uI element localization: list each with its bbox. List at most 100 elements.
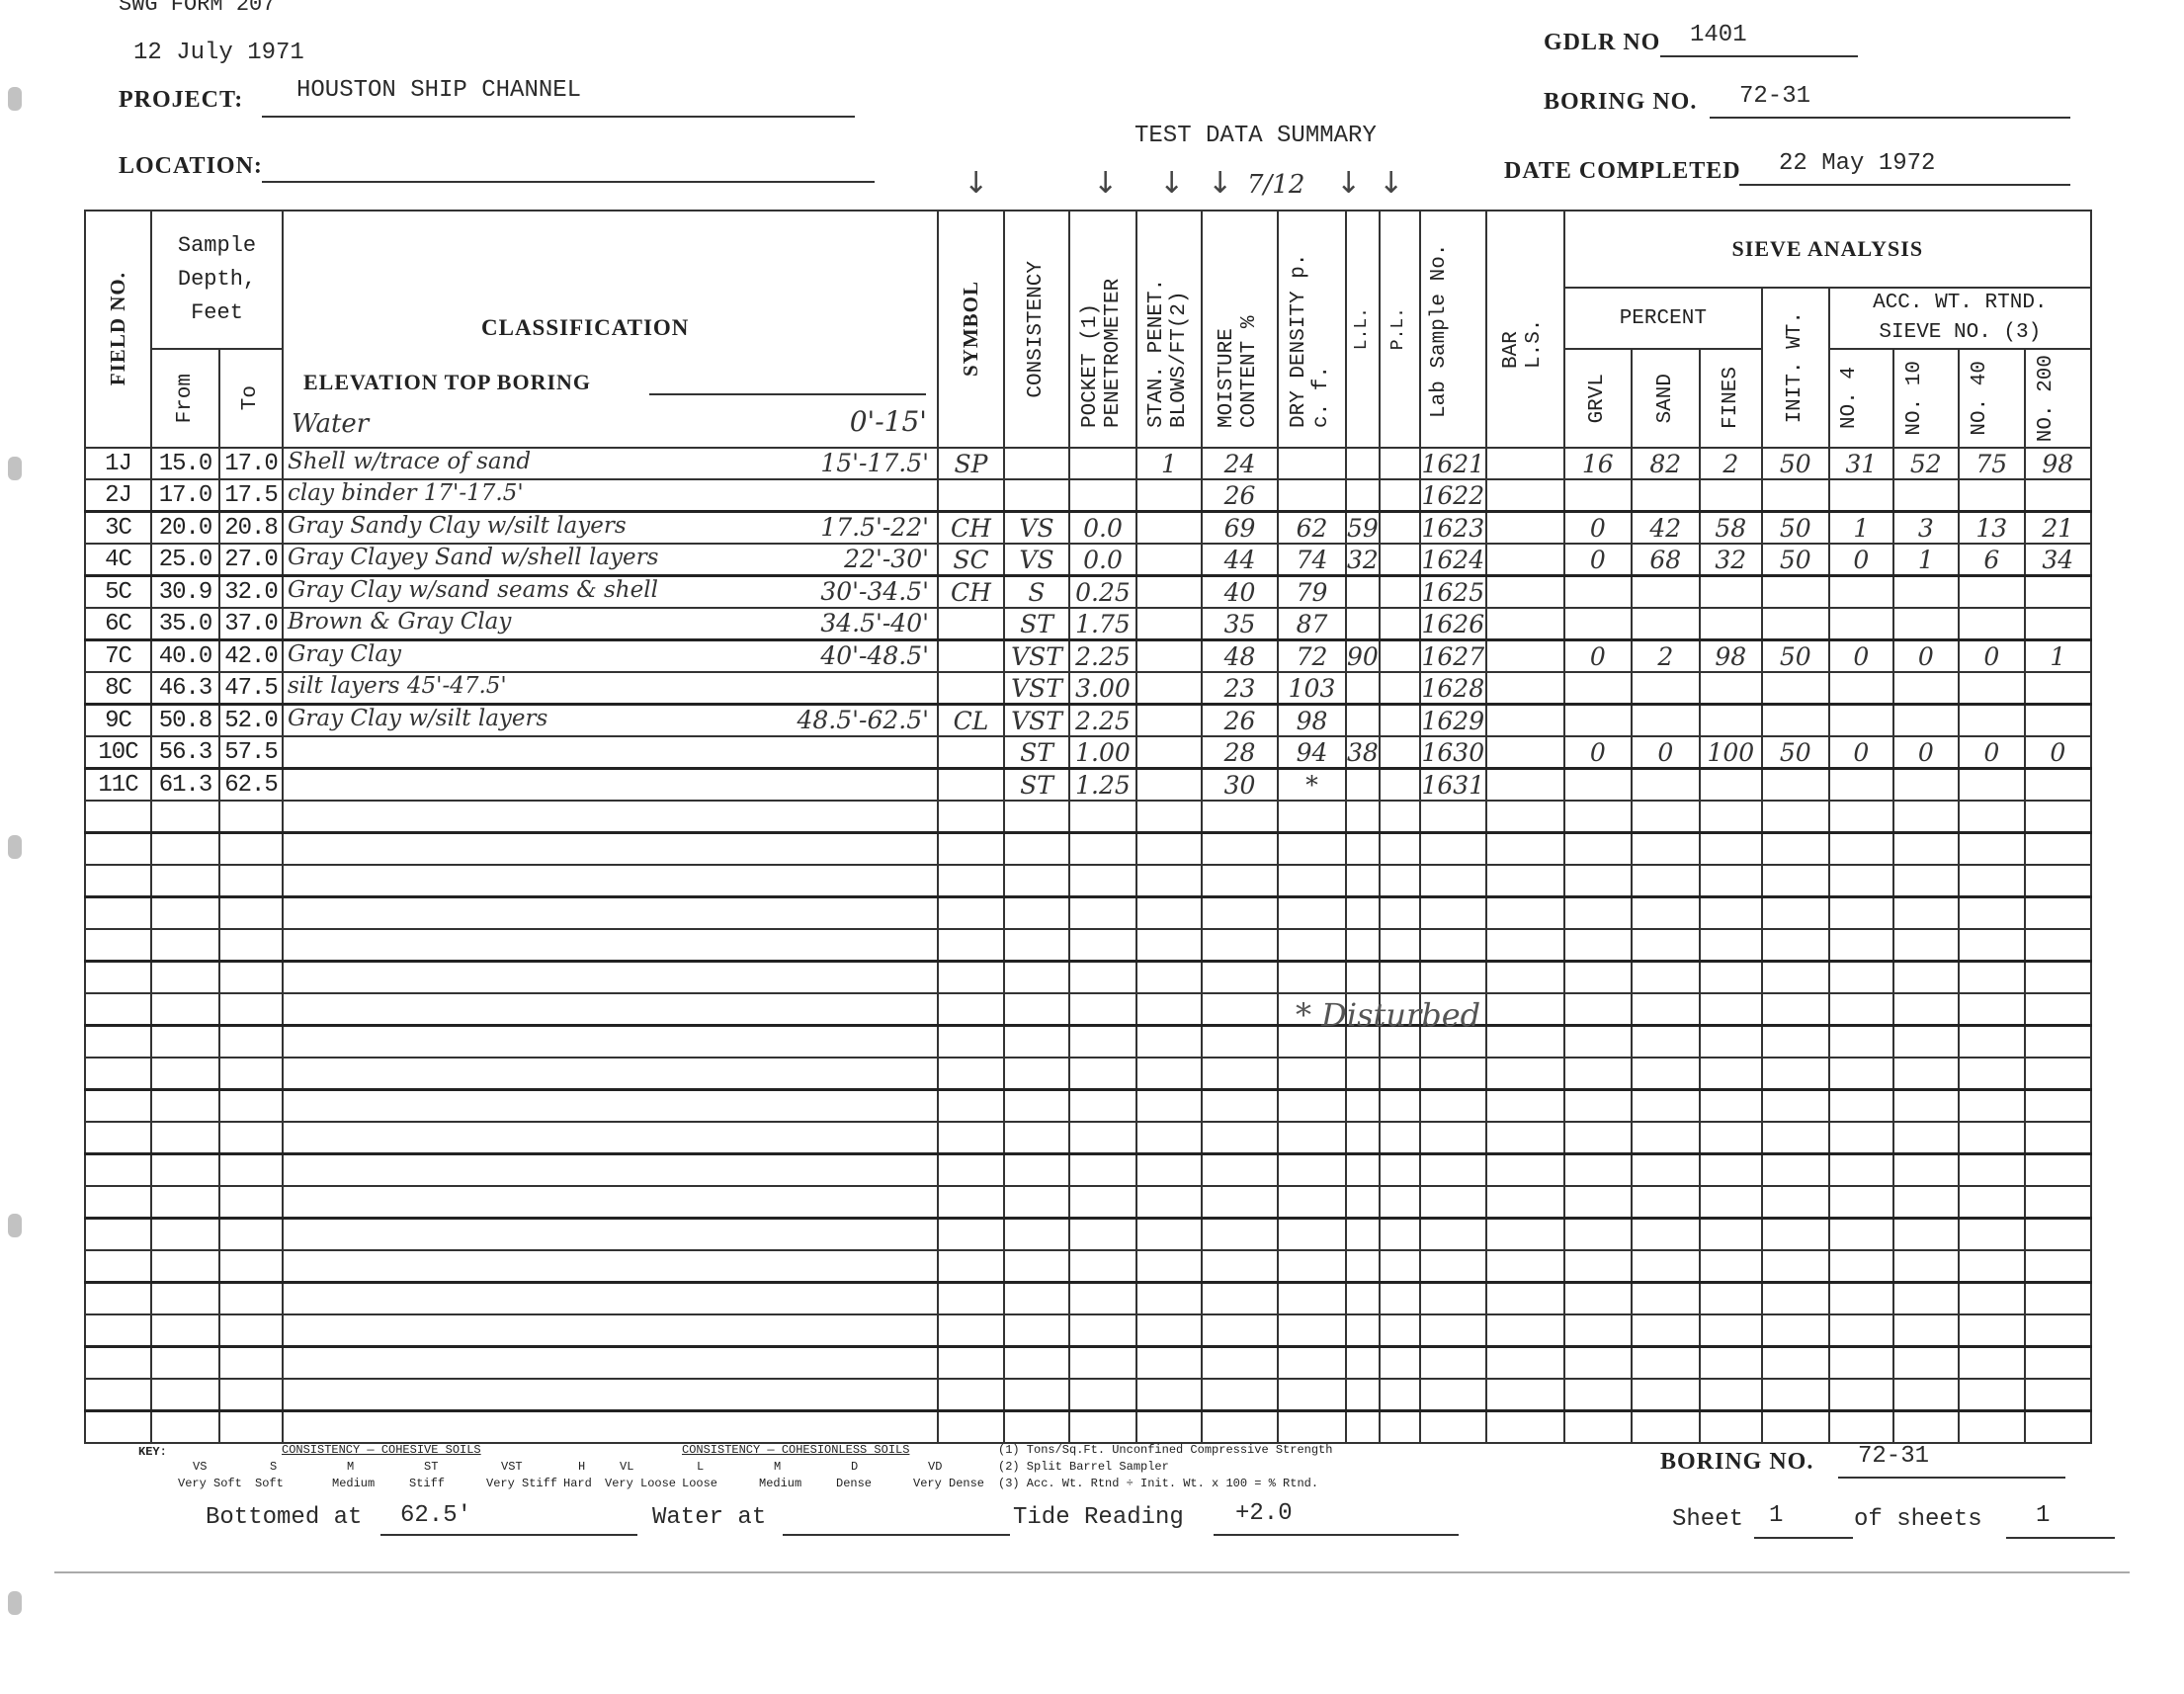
cell-pocket bbox=[1068, 1313, 1137, 1348]
cell-sand bbox=[1630, 831, 1701, 866]
project-value: HOUSTON SHIP CHANNEL bbox=[296, 77, 582, 104]
cell-ll bbox=[1345, 800, 1381, 834]
cell-no40 bbox=[1957, 671, 2026, 706]
cell-fines bbox=[1698, 831, 1763, 866]
cell-consistency bbox=[1003, 1185, 1070, 1220]
cell-no200 bbox=[2023, 703, 2092, 737]
cell-moisture bbox=[1201, 1088, 1279, 1123]
blank-row bbox=[84, 928, 2092, 963]
cell-pl bbox=[1378, 1345, 1421, 1380]
cell-dry-density: 103 bbox=[1277, 671, 1347, 706]
cell-pocket bbox=[1068, 1345, 1137, 1380]
cell-no40 bbox=[1957, 864, 2026, 898]
cell-no200: 98 bbox=[2023, 447, 2092, 480]
cell-symbol bbox=[937, 831, 1005, 866]
cell-no4 bbox=[1827, 1249, 1894, 1284]
cell-no40 bbox=[1957, 895, 2026, 930]
header-init-wt: INIT. WT. bbox=[1760, 287, 1830, 449]
cell-field-no: 1J bbox=[84, 447, 152, 480]
cell-init-wt bbox=[1760, 928, 1830, 963]
cell-no4 bbox=[1827, 1378, 1894, 1412]
cell-to bbox=[218, 1185, 284, 1220]
test-data-table: FIELD NO. Sample Depth, Feet CLASSIFICAT… bbox=[84, 210, 2092, 1444]
cell-pocket: 1.25 bbox=[1068, 767, 1137, 802]
cell-no4 bbox=[1827, 574, 1894, 609]
cell-fines bbox=[1698, 574, 1763, 609]
cell-stan bbox=[1135, 607, 1203, 641]
cell-dry-density bbox=[1277, 928, 1347, 963]
cell-init-wt bbox=[1760, 864, 1830, 898]
cell-no10 bbox=[1891, 1409, 1960, 1444]
cell-grvl bbox=[1562, 767, 1633, 802]
cell-no200: 34 bbox=[2023, 543, 2092, 577]
cell-dry-density bbox=[1277, 1088, 1347, 1123]
cell-pocket bbox=[1068, 1281, 1137, 1315]
cell-init-wt bbox=[1760, 1185, 1830, 1220]
cell-ll bbox=[1345, 1249, 1381, 1284]
cell-from: 25.0 bbox=[150, 543, 220, 577]
cell-init-wt bbox=[1760, 1057, 1830, 1091]
cell-ll bbox=[1345, 1378, 1381, 1412]
location-label: LOCATION: bbox=[119, 153, 263, 179]
cell-no10 bbox=[1891, 864, 1960, 898]
cell-symbol: CH bbox=[937, 574, 1005, 609]
key-code-meaning: Medium bbox=[759, 1477, 802, 1490]
cell-fines: 98 bbox=[1698, 638, 1763, 673]
cell-stan bbox=[1135, 1249, 1203, 1284]
cell-init-wt bbox=[1760, 992, 1830, 1027]
cell-grvl bbox=[1562, 1024, 1633, 1059]
cell-no200 bbox=[2023, 671, 2092, 706]
cell-grvl bbox=[1562, 1121, 1633, 1155]
cell-bar bbox=[1484, 1313, 1565, 1348]
cell-no10 bbox=[1891, 1024, 1960, 1059]
cell-moisture bbox=[1201, 992, 1279, 1027]
cell-fines bbox=[1698, 928, 1763, 963]
cell-no200: 1 bbox=[2023, 638, 2092, 673]
cell-no200 bbox=[2023, 831, 2092, 866]
cell-no40 bbox=[1957, 1409, 2026, 1444]
cell-ll bbox=[1345, 1281, 1381, 1315]
cell-to bbox=[218, 1281, 284, 1315]
cell-moisture: 28 bbox=[1201, 735, 1279, 770]
cell-moisture: 26 bbox=[1201, 703, 1279, 737]
of-sheets-label: of sheets bbox=[1854, 1506, 1982, 1533]
cell-bar bbox=[1484, 1057, 1565, 1091]
cell-bar bbox=[1484, 1378, 1565, 1412]
cell-consistency bbox=[1003, 447, 1070, 480]
cell-no40: 0 bbox=[1957, 638, 2026, 673]
cell-no200 bbox=[2023, 1345, 2092, 1380]
blank-row bbox=[84, 1249, 2092, 1284]
cell-ll bbox=[1345, 864, 1381, 898]
cell-to: 20.8 bbox=[218, 510, 284, 545]
cell-no40 bbox=[1957, 1378, 2026, 1412]
cell-grvl bbox=[1562, 1378, 1633, 1412]
cell-symbol bbox=[937, 1345, 1005, 1380]
key-code-meaning: Very Dense bbox=[913, 1477, 985, 1490]
cell-field-no: 10C bbox=[84, 735, 152, 770]
cell-dry-density bbox=[1277, 800, 1347, 834]
cell-classification bbox=[282, 1185, 939, 1220]
cell-init-wt: 50 bbox=[1760, 447, 1830, 480]
cell-consistency bbox=[1003, 992, 1070, 1027]
cell-sand: 42 bbox=[1630, 510, 1701, 545]
cell-no10: 52 bbox=[1891, 447, 1960, 480]
cell-classification bbox=[282, 1281, 939, 1315]
cell-pl bbox=[1378, 928, 1421, 963]
cell-classification bbox=[282, 800, 939, 834]
cell-pocket bbox=[1068, 1185, 1137, 1220]
footer-boring-label: BORING NO. bbox=[1660, 1449, 1814, 1475]
cell-field-no bbox=[84, 800, 152, 834]
cell-no200 bbox=[2023, 478, 2092, 513]
cell-symbol bbox=[937, 1281, 1005, 1315]
cell-pocket bbox=[1068, 831, 1137, 866]
cell-classification: clay binder 17'-17.5' bbox=[282, 478, 939, 513]
cell-dry-density bbox=[1277, 1313, 1347, 1348]
cell-moisture bbox=[1201, 1281, 1279, 1315]
key-code: ST bbox=[424, 1460, 439, 1474]
cell-init-wt bbox=[1760, 1345, 1830, 1380]
cell-no40 bbox=[1957, 1121, 2026, 1155]
cell-field-no: 7C bbox=[84, 638, 152, 673]
cell-lab-no bbox=[1418, 1378, 1487, 1412]
cell-symbol bbox=[937, 864, 1005, 898]
key-code-meaning: Very Soft bbox=[178, 1477, 242, 1490]
